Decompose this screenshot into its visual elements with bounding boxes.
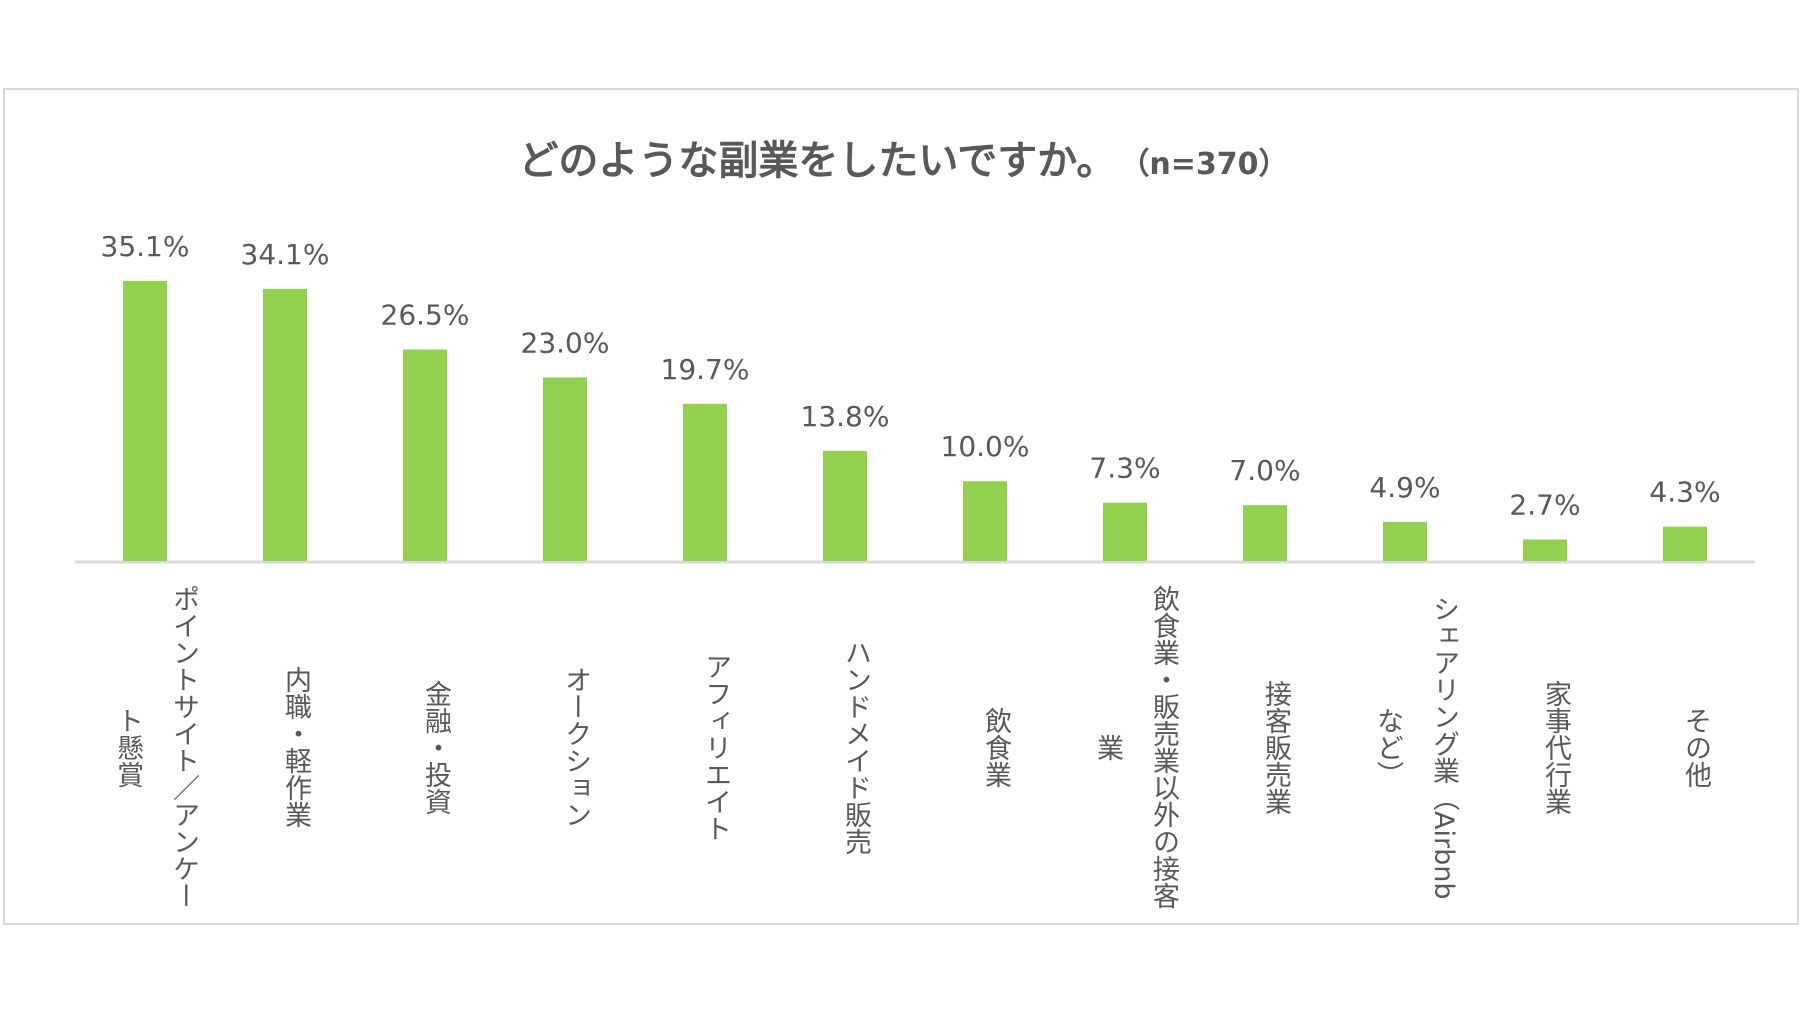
category-label: 飲食業・販売業以外の接客業 <box>1092 585 1179 909</box>
data-label: 23.0% <box>521 326 610 359</box>
category-label: その他 <box>1680 706 1711 788</box>
data-label: 4.3% <box>1649 476 1720 509</box>
category-label: オークション <box>560 666 591 828</box>
bar <box>963 481 1007 561</box>
category-label: 飲食業 <box>980 706 1011 788</box>
data-label: 13.8% <box>801 400 890 433</box>
bar <box>1243 505 1287 561</box>
bar <box>1663 526 1707 561</box>
bar <box>1523 539 1567 561</box>
category-label: 接客販売業 <box>1260 679 1291 815</box>
data-label: 34.1% <box>241 238 330 271</box>
chart-frame <box>3 88 1799 925</box>
data-label: 2.7% <box>1509 488 1580 521</box>
category-label: ポイントサイト／アンケート懸賞 <box>112 585 199 909</box>
chart-title-block: どのような副業をしたいですか。 （n=370） <box>0 128 1807 186</box>
category-label: アフィリエイト <box>700 652 731 842</box>
category-label: 内職・軽作業 <box>280 666 311 828</box>
bar <box>1103 502 1147 561</box>
chart-subtitle: （n=370） <box>1134 147 1289 182</box>
data-label: 35.1% <box>101 230 190 263</box>
bar <box>823 450 867 561</box>
bar <box>123 280 167 561</box>
data-label: 4.9% <box>1369 471 1440 504</box>
bar <box>683 403 727 561</box>
category-label: 家事代行業 <box>1540 679 1571 815</box>
data-label: 7.0% <box>1229 454 1300 487</box>
category-label: ハンドメイド販売 <box>840 639 871 855</box>
bar <box>403 349 447 561</box>
data-label: 26.5% <box>381 299 470 332</box>
bar <box>543 377 587 561</box>
category-label: シェアリング業（Airbnbなど） <box>1372 594 1459 900</box>
bar <box>263 288 307 561</box>
data-label: 10.0% <box>941 430 1030 463</box>
chart-title: どのような副業をしたいですか。 <box>518 138 1117 184</box>
data-label: 19.7% <box>661 353 750 386</box>
category-label: 金融・投資 <box>420 679 451 815</box>
data-label: 7.3% <box>1089 452 1160 485</box>
bar <box>1383 521 1427 561</box>
